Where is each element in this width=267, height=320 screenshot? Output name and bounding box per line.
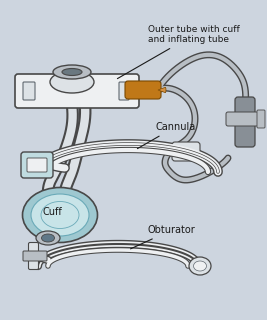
FancyBboxPatch shape (119, 82, 129, 100)
FancyBboxPatch shape (226, 112, 264, 126)
Ellipse shape (194, 261, 206, 271)
Ellipse shape (189, 257, 211, 275)
FancyBboxPatch shape (125, 81, 161, 99)
Text: Cuff: Cuff (42, 207, 62, 217)
Text: Outer tube with cuff
and inflating tube: Outer tube with cuff and inflating tube (117, 25, 240, 79)
Text: Cannula: Cannula (138, 122, 195, 148)
FancyBboxPatch shape (23, 251, 47, 261)
FancyBboxPatch shape (172, 142, 200, 161)
Ellipse shape (41, 234, 54, 242)
Ellipse shape (31, 194, 89, 236)
Wedge shape (158, 87, 166, 93)
Ellipse shape (53, 65, 91, 79)
FancyBboxPatch shape (235, 97, 255, 147)
Ellipse shape (22, 188, 97, 243)
Ellipse shape (50, 71, 94, 93)
Text: Obturator: Obturator (131, 225, 196, 249)
FancyBboxPatch shape (15, 74, 139, 108)
FancyBboxPatch shape (27, 158, 47, 172)
Ellipse shape (62, 68, 82, 76)
Ellipse shape (36, 231, 60, 245)
FancyBboxPatch shape (23, 82, 35, 100)
FancyBboxPatch shape (21, 152, 53, 178)
FancyBboxPatch shape (29, 243, 38, 269)
FancyBboxPatch shape (257, 110, 265, 128)
